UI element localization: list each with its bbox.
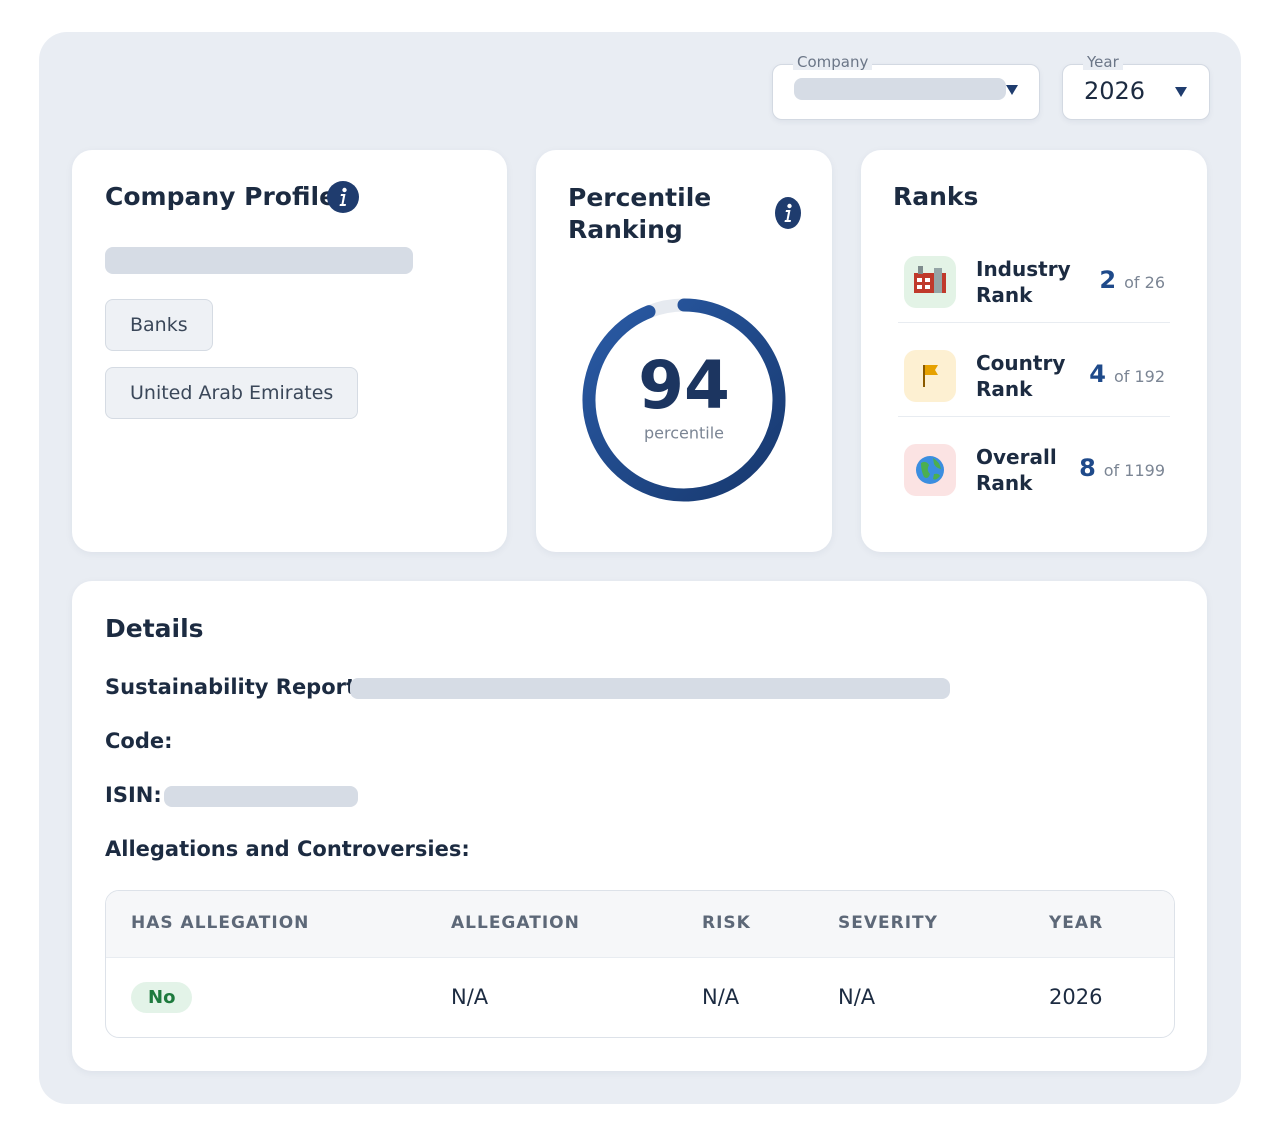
- table-cell: N/A: [838, 985, 876, 1009]
- rank-icon-glyph: [923, 365, 938, 387]
- info-icon[interactable]: [774, 197, 802, 229]
- table-cell: N/A: [702, 985, 740, 1009]
- year-select-label: Year: [1083, 54, 1123, 70]
- company-placeholder: [794, 78, 1006, 100]
- allegations-table: [105, 890, 1175, 1038]
- rank-number: 8: [1079, 454, 1096, 482]
- status-badge: No: [131, 982, 193, 1013]
- card-title: Details: [105, 614, 204, 643]
- card-title: Ranks: [893, 182, 979, 211]
- rank-total: of 192: [1113, 367, 1165, 386]
- name-placeholder: [105, 247, 413, 274]
- field-label: Code:: [105, 729, 173, 753]
- rank-value: 4 of 192: [1089, 360, 1165, 388]
- column-header: RISK: [702, 913, 751, 933]
- tag: United Arab Emirates: [105, 367, 359, 419]
- rank-icon: [904, 350, 956, 402]
- rank-value: 2 of 26: [1099, 266, 1165, 294]
- value-placeholder: [164, 786, 358, 807]
- ring-arc: [582, 298, 786, 502]
- rank-icon-glyph: [916, 456, 944, 484]
- tag: Banks: [105, 299, 213, 351]
- info-icon[interactable]: [327, 181, 359, 213]
- company-select-label: Company: [793, 54, 873, 70]
- column-header: ALLEGATION: [451, 913, 580, 933]
- rank-total: of 26: [1124, 273, 1165, 292]
- card-title: Company Profile: [105, 182, 337, 211]
- field-label: Sustainability Report:: [105, 675, 365, 699]
- field-label: ISIN:: [105, 783, 162, 807]
- year-value: 2026: [1084, 77, 1146, 105]
- value-placeholder: [350, 678, 950, 699]
- rank-total: of 1199: [1103, 461, 1165, 480]
- rank-value: 8 of 1199: [1079, 454, 1165, 482]
- rank-number: 2: [1099, 266, 1117, 294]
- year-select[interactable]: [1062, 64, 1210, 120]
- percentile-caption: percentile: [644, 424, 724, 443]
- table-cell: N/A: [451, 985, 489, 1009]
- percentile-value: 94: [638, 347, 730, 424]
- column-header: HAS ALLEGATION: [131, 913, 310, 933]
- rank-icon: [904, 444, 956, 496]
- rank-icon-glyph: [914, 266, 946, 293]
- rank-label: Country Rank: [976, 351, 1066, 401]
- card-title: Percentile Ranking: [568, 183, 712, 244]
- rank-label: Overall Rank: [976, 445, 1057, 495]
- rank-number: 4: [1089, 360, 1106, 388]
- percentile-ring: 94 percentile: [582, 298, 786, 502]
- column-header: SEVERITY: [838, 913, 938, 933]
- table-header: [106, 891, 1174, 958]
- company-profile-card: [72, 150, 507, 552]
- details-card: [72, 581, 1207, 1071]
- separator: [898, 322, 1170, 323]
- rank-icon: [904, 256, 956, 308]
- dropdown-arrow: [1175, 87, 1187, 97]
- separator: [898, 416, 1170, 417]
- dropdown-arrow: [1006, 85, 1018, 95]
- column-header: YEAR: [1049, 913, 1104, 933]
- table-cell: 2026: [1049, 985, 1103, 1009]
- rank-label: Industry Rank: [976, 257, 1071, 307]
- section-label: Allegations and Controversies:: [105, 837, 470, 861]
